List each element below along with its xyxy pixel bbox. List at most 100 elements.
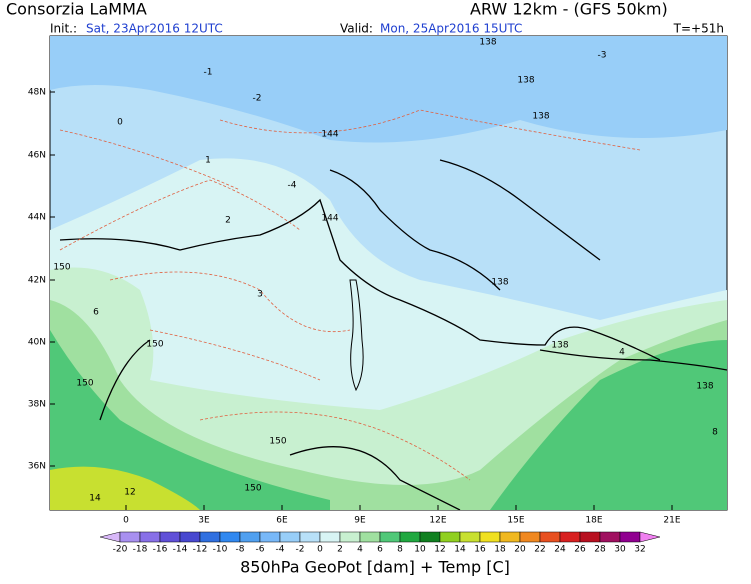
hottest-area	[50, 466, 200, 510]
colorbar-label: -10	[213, 545, 228, 555]
colorbar-box	[399, 531, 421, 543]
contour-label: 0	[117, 118, 123, 128]
colorbar-label: 32	[634, 545, 645, 555]
colorbar-box	[199, 531, 221, 543]
contour-label: 6	[93, 308, 99, 318]
colorbar-box	[379, 531, 401, 543]
contour-label: -1	[204, 68, 213, 78]
latitude-label: 44N	[28, 213, 46, 223]
colorbar-box	[539, 531, 561, 543]
colorbar-box	[159, 531, 181, 543]
contour-label: -2	[253, 94, 262, 104]
valid-time: Mon, 25Apr2016 15UTC	[380, 22, 522, 36]
contour-label: 12	[124, 488, 135, 498]
colorbar-label: -2	[296, 545, 305, 555]
colorbar-label: 28	[594, 545, 606, 555]
colorbar-box	[179, 531, 201, 543]
contour-label: 144	[321, 130, 338, 140]
colorbar-box	[259, 531, 281, 543]
island	[349, 279, 364, 392]
colorbar-box	[319, 531, 341, 543]
colorbar-arrow	[639, 531, 661, 543]
longitude-label: 15E	[507, 516, 524, 526]
title: Consorzia LaMMA	[6, 0, 147, 19]
colorbar-label: -8	[236, 545, 245, 555]
coastline	[59, 159, 728, 511]
colorbar-label: 6	[377, 545, 383, 555]
contour-line	[59, 129, 241, 191]
latitude-label: 36N	[28, 462, 46, 472]
latitude-label: 42N	[28, 276, 46, 286]
hot-area	[50, 330, 727, 510]
longitude-label: 9E	[354, 516, 366, 526]
contour-label: 144	[321, 214, 338, 224]
contour-label: 150	[76, 379, 93, 389]
contour-line	[59, 179, 301, 251]
colorbar-box	[219, 531, 241, 543]
colorbar-label: 26	[574, 545, 586, 555]
contour-line	[199, 411, 471, 481]
colorbar-label: 4	[357, 545, 363, 555]
colorbar-box	[459, 531, 481, 543]
colorbar-box	[519, 531, 541, 543]
contour-label: 150	[244, 484, 261, 494]
colorbar-label: 24	[554, 545, 566, 555]
contour-label: 3	[257, 290, 263, 300]
colorbar-box	[479, 531, 501, 543]
longitude-label: 18E	[585, 516, 602, 526]
latitude-label: 46N	[28, 151, 46, 161]
colorbar-box	[359, 531, 381, 543]
contour-label: -4	[288, 181, 297, 191]
colorbar-label: -12	[193, 545, 208, 555]
colorbar-label: 14	[454, 545, 466, 555]
contour-label: 8	[712, 428, 718, 438]
longitude-label: 12E	[429, 516, 446, 526]
contour-label: 138	[532, 112, 549, 122]
contour-label: 138	[491, 278, 508, 288]
contour-label: 2	[225, 216, 231, 226]
colorbar-box	[559, 531, 581, 543]
colorbar-label: 12	[434, 545, 445, 555]
map	[49, 35, 728, 511]
init-time: Sat, 23Apr2016 12UTC	[86, 22, 223, 36]
colorbar-arrow	[99, 531, 121, 543]
colorbar-box	[119, 531, 141, 543]
colorbar-box	[139, 531, 161, 543]
contour-label: -3	[598, 51, 607, 61]
model: ARW 12km - (GFS 50km)	[470, 0, 668, 19]
colorbar-label: -20	[113, 545, 128, 555]
longitude-label: 0	[123, 516, 129, 526]
colorbar-box	[579, 531, 601, 543]
temperature-contours	[59, 109, 641, 481]
colorbar-box	[499, 531, 521, 543]
cold-area	[50, 36, 727, 143]
colorbar-label: 30	[614, 545, 626, 555]
colorbar-box	[239, 531, 261, 543]
contour-label: 150	[146, 340, 163, 350]
longitude-label: 6E	[276, 516, 288, 526]
colorbar-label: 20	[514, 545, 526, 555]
contour-line	[149, 329, 321, 381]
colorbar-box	[279, 531, 301, 543]
colorbar-box	[599, 531, 621, 543]
contour-label: 138	[696, 382, 713, 392]
contour-label: 138	[479, 38, 496, 48]
contour-label: 150	[53, 263, 70, 273]
contour-label: 1	[205, 156, 211, 166]
colorbar-label: -14	[173, 545, 188, 555]
colorbar-label: 8	[397, 545, 403, 555]
valid-label: Valid:	[340, 22, 373, 36]
latitude-label: 40N	[28, 338, 46, 348]
colorbar-box	[299, 531, 321, 543]
latitude-label: 48N	[28, 88, 46, 98]
lead-time: T=+51h	[673, 22, 724, 36]
latitude-label: 38N	[28, 400, 46, 410]
colorbar-label: -16	[153, 545, 168, 555]
colorbar-box	[439, 531, 461, 543]
colorbar-box	[339, 531, 361, 543]
contour-label: 150	[269, 437, 286, 447]
colorbar-label: 22	[534, 545, 545, 555]
contour-label: 14	[89, 494, 101, 504]
colorbar-label: 10	[414, 545, 426, 555]
